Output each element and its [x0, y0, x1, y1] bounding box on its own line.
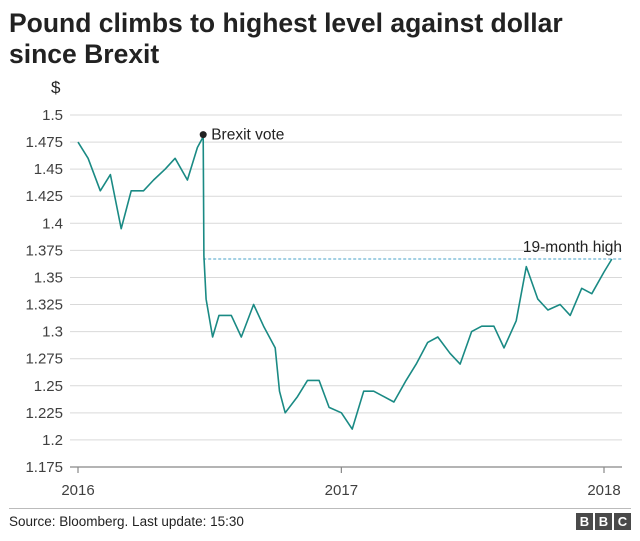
x-tick-label: 2018	[587, 482, 620, 499]
y-tick-label: 1.225	[25, 405, 63, 422]
x-axis-ticks: 2016 2017 2018	[61, 467, 621, 499]
y-tick-label: 1.275	[25, 351, 63, 368]
y-axis-tick-labels: 1.5 1.475 1.45 1.425 1.4 1.375 1.35 1.325 1.3 1.2…	[25, 107, 63, 476]
bbc-logo-letter: B	[595, 513, 612, 530]
source-note: Source: Bloomberg. Last update: 15:30	[9, 514, 244, 529]
y-axis-unit-label: $	[51, 78, 61, 97]
y-tick-label: 1.475	[25, 134, 63, 151]
x-tick-label: 2016	[61, 482, 94, 499]
y-tick-label: 1.425	[25, 188, 63, 205]
gridlines	[70, 114, 622, 441]
brexit-vote-marker	[199, 131, 207, 139]
chart-title: Pound climbs to highest level against do…	[9, 8, 563, 69]
y-tick-label: 1.5	[42, 107, 63, 124]
y-tick-label: 1.325	[25, 297, 63, 314]
pound-dollar-series-line	[77, 135, 613, 430]
y-tick-label: 1.35	[34, 269, 63, 286]
y-tick-label: 1.25	[34, 378, 63, 395]
y-tick-label: 1.4	[42, 215, 63, 232]
footer-divider	[9, 508, 631, 509]
bbc-logo-letter: B	[576, 513, 593, 530]
y-tick-label: 1.375	[25, 242, 63, 259]
x-tick-label: 2017	[325, 482, 358, 499]
bbc-logo: B B C	[576, 513, 631, 530]
bbc-logo-letter: C	[614, 513, 631, 530]
nineteen-month-high-label: 19-month high	[523, 239, 622, 256]
y-tick-label: 1.175	[25, 459, 63, 476]
y-tick-label: 1.2	[42, 432, 63, 449]
y-tick-label: 1.3	[42, 324, 63, 341]
y-tick-label: 1.45	[34, 161, 63, 178]
brexit-vote-label: Brexit vote	[211, 127, 284, 144]
